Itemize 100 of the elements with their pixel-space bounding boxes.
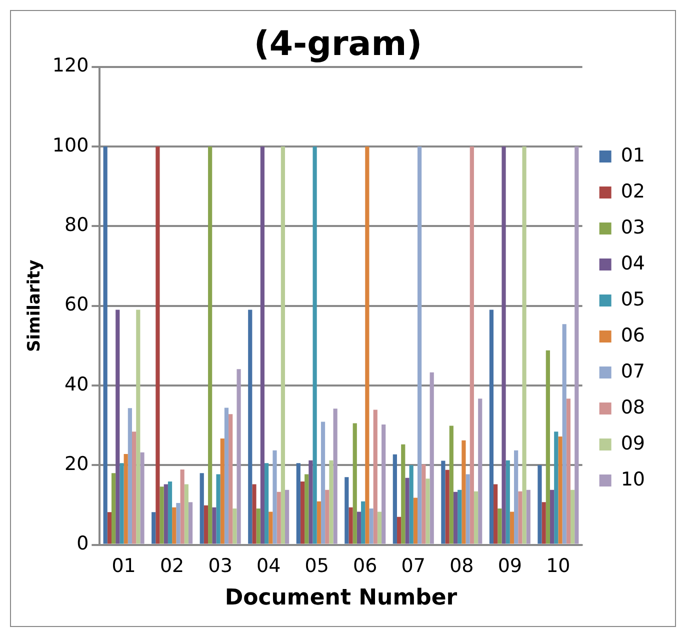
bar bbox=[574, 146, 579, 544]
bar bbox=[522, 146, 526, 544]
bar bbox=[566, 398, 570, 544]
bar bbox=[111, 473, 116, 544]
bar bbox=[356, 512, 362, 544]
x-tick-label: 02 bbox=[160, 555, 184, 578]
bar bbox=[168, 481, 172, 544]
bar bbox=[542, 502, 546, 544]
bar bbox=[132, 432, 136, 544]
bar bbox=[252, 484, 256, 544]
bar bbox=[260, 146, 264, 544]
bar bbox=[373, 410, 378, 544]
bar bbox=[164, 484, 168, 544]
bar bbox=[308, 460, 313, 544]
bar bbox=[333, 408, 338, 544]
bar bbox=[413, 498, 418, 544]
bar bbox=[236, 369, 241, 544]
bar bbox=[498, 508, 502, 544]
y-axis-title: Similarity bbox=[24, 260, 45, 352]
bar bbox=[550, 490, 554, 544]
bar bbox=[562, 324, 566, 544]
x-axis-title: Document Number bbox=[224, 586, 458, 611]
bar bbox=[220, 438, 224, 544]
legend-label: 02 bbox=[620, 180, 646, 202]
bar bbox=[382, 424, 386, 544]
bar bbox=[546, 350, 550, 544]
bar bbox=[449, 426, 454, 544]
bar bbox=[426, 478, 430, 544]
bar bbox=[180, 470, 184, 544]
bar bbox=[248, 310, 252, 544]
bar bbox=[430, 372, 434, 544]
bar bbox=[417, 146, 422, 544]
bar bbox=[352, 423, 357, 544]
bar bbox=[466, 474, 470, 544]
bar bbox=[377, 512, 382, 544]
bar bbox=[453, 492, 458, 544]
y-tick-label: 40 bbox=[64, 373, 89, 396]
y-tick-label: 80 bbox=[64, 214, 89, 236]
bar bbox=[554, 432, 558, 544]
x-tick-label: 08 bbox=[450, 555, 474, 578]
legend-label: 10 bbox=[620, 468, 646, 490]
bar bbox=[272, 450, 277, 544]
bar bbox=[208, 146, 212, 544]
x-tick-label: 07 bbox=[401, 555, 426, 578]
bar bbox=[204, 505, 208, 544]
bar bbox=[506, 460, 510, 544]
bar bbox=[188, 502, 193, 544]
bar bbox=[316, 501, 321, 544]
bar bbox=[276, 492, 281, 544]
bar bbox=[232, 508, 237, 544]
bar bbox=[445, 470, 450, 544]
bar bbox=[285, 490, 290, 544]
bar bbox=[365, 146, 370, 544]
bar bbox=[441, 460, 446, 544]
x-tick-label: 05 bbox=[304, 555, 329, 578]
bar bbox=[152, 512, 156, 544]
bar bbox=[405, 478, 410, 544]
bar bbox=[300, 481, 305, 544]
y-tick-label: 120 bbox=[52, 54, 89, 77]
bar bbox=[107, 512, 112, 544]
y-tick-label: 0 bbox=[76, 532, 89, 555]
bar bbox=[156, 146, 160, 544]
chart-title: (4-gram) bbox=[254, 24, 422, 64]
bar bbox=[228, 414, 233, 544]
bar bbox=[369, 508, 374, 544]
legend-label: 07 bbox=[620, 360, 646, 382]
bar bbox=[514, 450, 518, 544]
bar bbox=[268, 512, 273, 544]
bar bbox=[489, 310, 494, 544]
bar bbox=[396, 516, 402, 544]
bar bbox=[361, 501, 366, 544]
bar bbox=[409, 465, 414, 544]
bar bbox=[510, 512, 514, 544]
x-tick-label: 04 bbox=[256, 555, 281, 578]
bar bbox=[422, 464, 426, 544]
legend-label: 01 bbox=[620, 144, 646, 166]
y-tick-label: 60 bbox=[64, 294, 89, 316]
bar bbox=[538, 465, 542, 544]
bar bbox=[494, 484, 498, 544]
bar bbox=[526, 490, 530, 544]
bar bbox=[474, 491, 478, 544]
x-tick-label: 01 bbox=[112, 555, 136, 578]
legend-label: 05 bbox=[620, 288, 646, 310]
legend-label: 08 bbox=[620, 396, 646, 418]
bar bbox=[401, 444, 406, 544]
bar bbox=[518, 491, 522, 544]
bar bbox=[184, 484, 188, 544]
bar bbox=[212, 507, 216, 544]
bar bbox=[128, 408, 132, 544]
y-tick-label: 20 bbox=[64, 453, 89, 476]
bar bbox=[458, 490, 462, 544]
bar bbox=[124, 454, 128, 544]
bar bbox=[116, 310, 120, 544]
bar bbox=[296, 463, 300, 544]
bar bbox=[160, 486, 164, 544]
bar bbox=[478, 398, 482, 544]
legend-label: 03 bbox=[620, 216, 646, 238]
bar bbox=[392, 454, 397, 544]
bar bbox=[172, 507, 176, 544]
bar bbox=[570, 490, 575, 544]
